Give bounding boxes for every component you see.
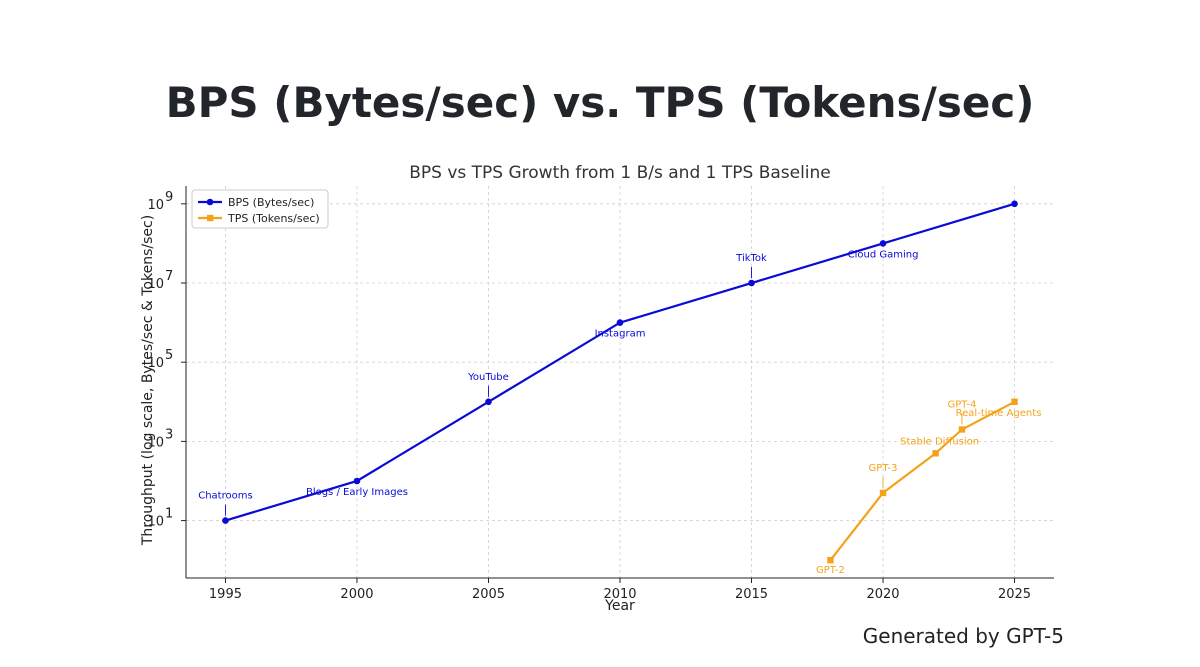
annotation-label: GPT-2 [816, 565, 845, 576]
chart-title: BPS vs TPS Growth from 1 B/s and 1 TPS B… [409, 163, 831, 183]
annotation-label: TikTok [735, 253, 767, 264]
legend-label: TPS (Tokens/sec) [227, 212, 320, 225]
annotation-label: Instagram [595, 329, 646, 340]
y-tick-exponent: 5 [165, 348, 173, 363]
y-tick-exponent: 3 [165, 427, 173, 442]
annotation-label: GPT-3 [869, 463, 898, 474]
y-tick-label: 10 [147, 198, 164, 213]
grid [186, 186, 1054, 578]
x-tick-label: 2010 [603, 587, 636, 602]
x-tick-label: 2025 [998, 587, 1031, 602]
annotation-label: Cloud Gaming [848, 249, 919, 260]
y-axis-label: Throughput (log scale, Bytes/sec & Token… [140, 215, 156, 546]
bps-point [222, 517, 229, 524]
x-tick-label: 2015 [735, 587, 768, 602]
page-headline: BPS (Bytes/sec) vs. TPS (Tokens/sec) [165, 78, 1035, 127]
x-ticks: 1995 2000 2005 2010 2015 2020 2025 [209, 578, 1031, 602]
tps-point [827, 556, 834, 564]
annotation-label: Real-time Agents [956, 408, 1042, 419]
y-tick-label: 10 [147, 356, 164, 371]
annotation-label: Chatrooms [198, 491, 252, 502]
legend-marker [207, 214, 214, 222]
annotation-label: Stable Diffusion [900, 436, 979, 447]
bps-point [616, 319, 624, 326]
y-tick-exponent: 9 [165, 190, 173, 205]
x-axis-label: Year [604, 598, 635, 614]
tps-point [1011, 398, 1018, 405]
x-tick-label: 2005 [472, 587, 505, 602]
annotation-label: GPT-4 [947, 399, 976, 410]
y-tick-exponent: 1 [165, 507, 173, 522]
x-tick-label: 2020 [866, 587, 899, 602]
y-tick-label: 10 [147, 515, 164, 530]
credit-text: Generated by GPT-5 [862, 624, 1064, 648]
bps-point [1011, 200, 1018, 208]
annotation-label: YouTube [467, 372, 509, 383]
bps-point [485, 398, 492, 406]
annotation-label: Blogs / Early Images [306, 487, 408, 498]
x-tick-label: 1995 [209, 587, 242, 602]
tps-point [958, 426, 966, 433]
bps-point [748, 279, 755, 287]
legend-box [191, 189, 329, 229]
tps-point [879, 489, 887, 497]
x-tick-label: 2000 [340, 587, 373, 602]
annotations: Chatrooms Blogs / Early Images YouTube Inst… [198, 249, 1041, 576]
series-layer [222, 200, 1018, 564]
y-tick-label: 10 [147, 277, 164, 292]
axes [185, 186, 1054, 579]
legend: BPS (Bytes/sec) TPS (Tokens/sec) [191, 189, 329, 229]
y-tick-exponent: 7 [165, 269, 173, 284]
legend-marker [206, 198, 214, 206]
tps-point [932, 450, 939, 457]
bps-point [879, 240, 887, 247]
bps-point [353, 477, 361, 485]
legend-label: BPS (Bytes/sec) [228, 196, 314, 209]
y-tick-label: 10 [147, 435, 164, 450]
tps-line [829, 400, 1016, 561]
